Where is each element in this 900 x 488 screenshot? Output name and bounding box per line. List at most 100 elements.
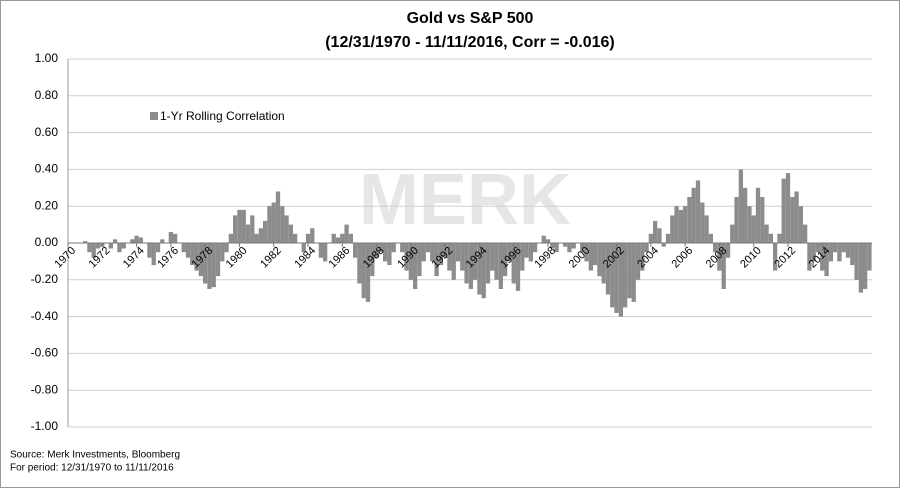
bar xyxy=(695,180,701,243)
bar xyxy=(850,243,855,266)
bar xyxy=(468,243,473,289)
bar xyxy=(460,243,465,271)
bar xyxy=(83,241,88,243)
bar xyxy=(211,243,216,288)
bar xyxy=(391,243,396,253)
bar xyxy=(451,243,456,280)
bar xyxy=(520,243,525,271)
bar xyxy=(151,243,156,266)
bar xyxy=(854,243,859,280)
y-tick-label: -0.60 xyxy=(31,346,59,360)
bar xyxy=(670,215,675,243)
bar xyxy=(777,233,782,243)
y-tick-label: -1.00 xyxy=(31,419,59,433)
bar xyxy=(293,233,298,243)
bar xyxy=(790,197,795,243)
bar xyxy=(863,243,868,289)
y-tick-label: 0.00 xyxy=(35,235,59,249)
bar xyxy=(811,243,816,262)
bar xyxy=(648,233,653,243)
bar xyxy=(798,206,803,243)
bar xyxy=(417,243,422,277)
bar xyxy=(653,220,658,243)
bar xyxy=(138,237,143,243)
bar xyxy=(755,187,761,243)
bar xyxy=(280,206,285,243)
bar xyxy=(121,243,126,249)
bar xyxy=(541,235,546,243)
bar xyxy=(528,243,533,262)
bar xyxy=(708,233,713,243)
bar xyxy=(365,243,371,302)
bar xyxy=(267,206,272,243)
bar xyxy=(430,243,435,262)
bar xyxy=(781,178,786,243)
bar xyxy=(815,243,821,253)
legend-swatch xyxy=(150,112,158,120)
bar xyxy=(623,243,628,308)
bar xyxy=(310,228,315,243)
y-tick-label: -0.40 xyxy=(31,309,59,323)
bar xyxy=(751,215,756,243)
bar xyxy=(147,243,152,258)
bar xyxy=(678,209,683,243)
bar xyxy=(807,243,812,271)
bar xyxy=(254,233,259,243)
bar xyxy=(524,243,529,258)
bar xyxy=(301,243,306,253)
bar xyxy=(635,243,641,280)
bar xyxy=(605,243,611,295)
bar xyxy=(447,243,452,271)
bar xyxy=(413,243,418,289)
bar xyxy=(263,220,268,243)
bar xyxy=(477,243,482,295)
bar xyxy=(288,224,293,243)
bar xyxy=(507,243,512,262)
bar xyxy=(434,243,439,277)
bar xyxy=(498,243,503,289)
bar xyxy=(515,243,521,291)
bar xyxy=(438,243,443,266)
bar xyxy=(867,243,872,271)
bar xyxy=(618,243,623,317)
bar xyxy=(858,243,863,293)
bar xyxy=(738,169,743,243)
bar xyxy=(845,243,851,258)
bar xyxy=(421,243,426,262)
bar xyxy=(237,209,242,243)
bar xyxy=(661,243,666,247)
bar xyxy=(584,243,589,262)
bar xyxy=(837,243,842,262)
bar xyxy=(113,239,118,243)
bar xyxy=(160,239,165,243)
bar xyxy=(785,173,791,243)
bar xyxy=(481,243,486,299)
y-tick-label: 1.00 xyxy=(35,51,59,65)
y-tick-label: 0.20 xyxy=(35,198,59,212)
bar xyxy=(610,243,615,308)
bar xyxy=(117,243,122,253)
watermark: MERK xyxy=(359,160,571,240)
y-tick-label: -0.20 xyxy=(31,272,59,286)
bar xyxy=(803,224,808,243)
bar xyxy=(181,243,186,253)
bar xyxy=(490,243,495,271)
bar xyxy=(207,243,212,289)
bar xyxy=(284,215,289,243)
bar xyxy=(425,243,431,253)
bar xyxy=(721,243,726,289)
bar xyxy=(241,209,246,243)
bar xyxy=(87,243,92,253)
bar xyxy=(353,243,358,258)
bar xyxy=(747,206,752,243)
source-note: Source: Merk Investments, Bloomberg xyxy=(10,450,180,461)
bar xyxy=(331,233,336,243)
bar xyxy=(335,237,341,243)
bar xyxy=(215,243,221,277)
bar xyxy=(455,243,461,262)
chart-subtitle: (12/31/1970 - 11/11/2016, Corr = -0.016) xyxy=(325,34,615,51)
period-note: For period: 12/31/1970 to 11/11/2016 xyxy=(10,463,174,474)
bar xyxy=(173,233,178,243)
bar xyxy=(503,243,508,277)
y-tick-label: 0.40 xyxy=(35,162,59,176)
